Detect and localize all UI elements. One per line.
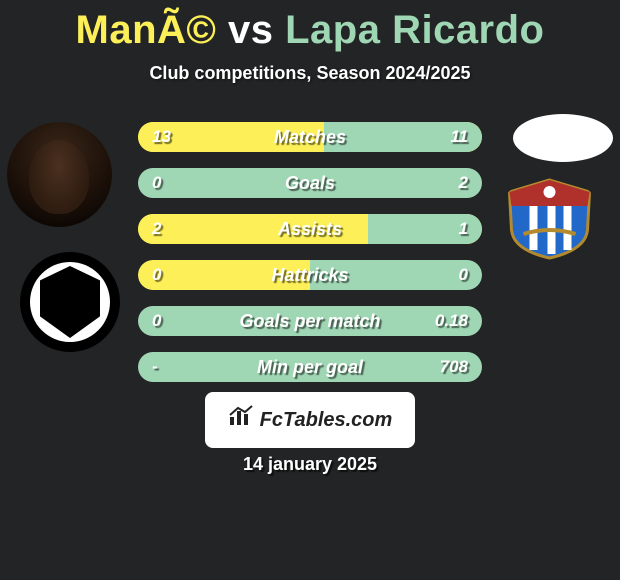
brand-chart-icon [228,393,254,449]
stat-value-right: 11 [450,122,468,152]
stat-label: Goals per match [138,306,482,336]
stat-value-right: 0.18 [435,306,468,336]
stat-value-left: - [152,352,158,382]
stat-value-right: 708 [440,352,468,382]
subtitle: Club competitions, Season 2024/2025 [0,63,620,84]
stat-value-left: 2 [152,214,161,244]
stat-label: Hattricks [138,260,482,290]
stat-label: Assists [138,214,482,244]
comparison-title: ManÃ© vs Lapa Ricardo [0,0,620,53]
stat-row: Min per goal- 708 [138,352,482,382]
stat-label: Matches [138,122,482,152]
stat-row: Matches13 11 [138,122,482,152]
stat-value-left: 0 [152,260,161,290]
stat-value-left: 13 [152,122,171,152]
stat-value-right: 2 [459,168,468,198]
player1-avatar [7,122,112,227]
title-vs: vs [228,8,285,52]
brand-text: FcTables.com [260,409,393,431]
stats-container: Matches1311Goals02Assists21Hattricks00Go… [138,122,482,398]
stat-label: Min per goal [138,352,482,382]
player2-avatar [513,114,613,162]
brand-badge: FcTables.com [205,392,415,448]
stat-label: Goals [138,168,482,198]
stat-value-right: 1 [459,214,468,244]
stat-value-left: 0 [152,306,161,336]
title-player2: Lapa Ricardo [285,8,544,52]
date-text: 14 january 2025 [0,454,620,475]
stat-row: Assists2 1 [138,214,482,244]
stat-value-left: 0 [152,168,161,198]
stat-value-right: 0 [459,260,468,290]
stat-row: Hattricks0 0 [138,260,482,290]
title-player1: ManÃ© [76,8,217,52]
stat-row: Goals0 2 [138,168,482,198]
stat-row: Goals per match0 0.18 [138,306,482,336]
player2-club-badge [497,176,602,261]
player1-club-badge [20,252,120,352]
